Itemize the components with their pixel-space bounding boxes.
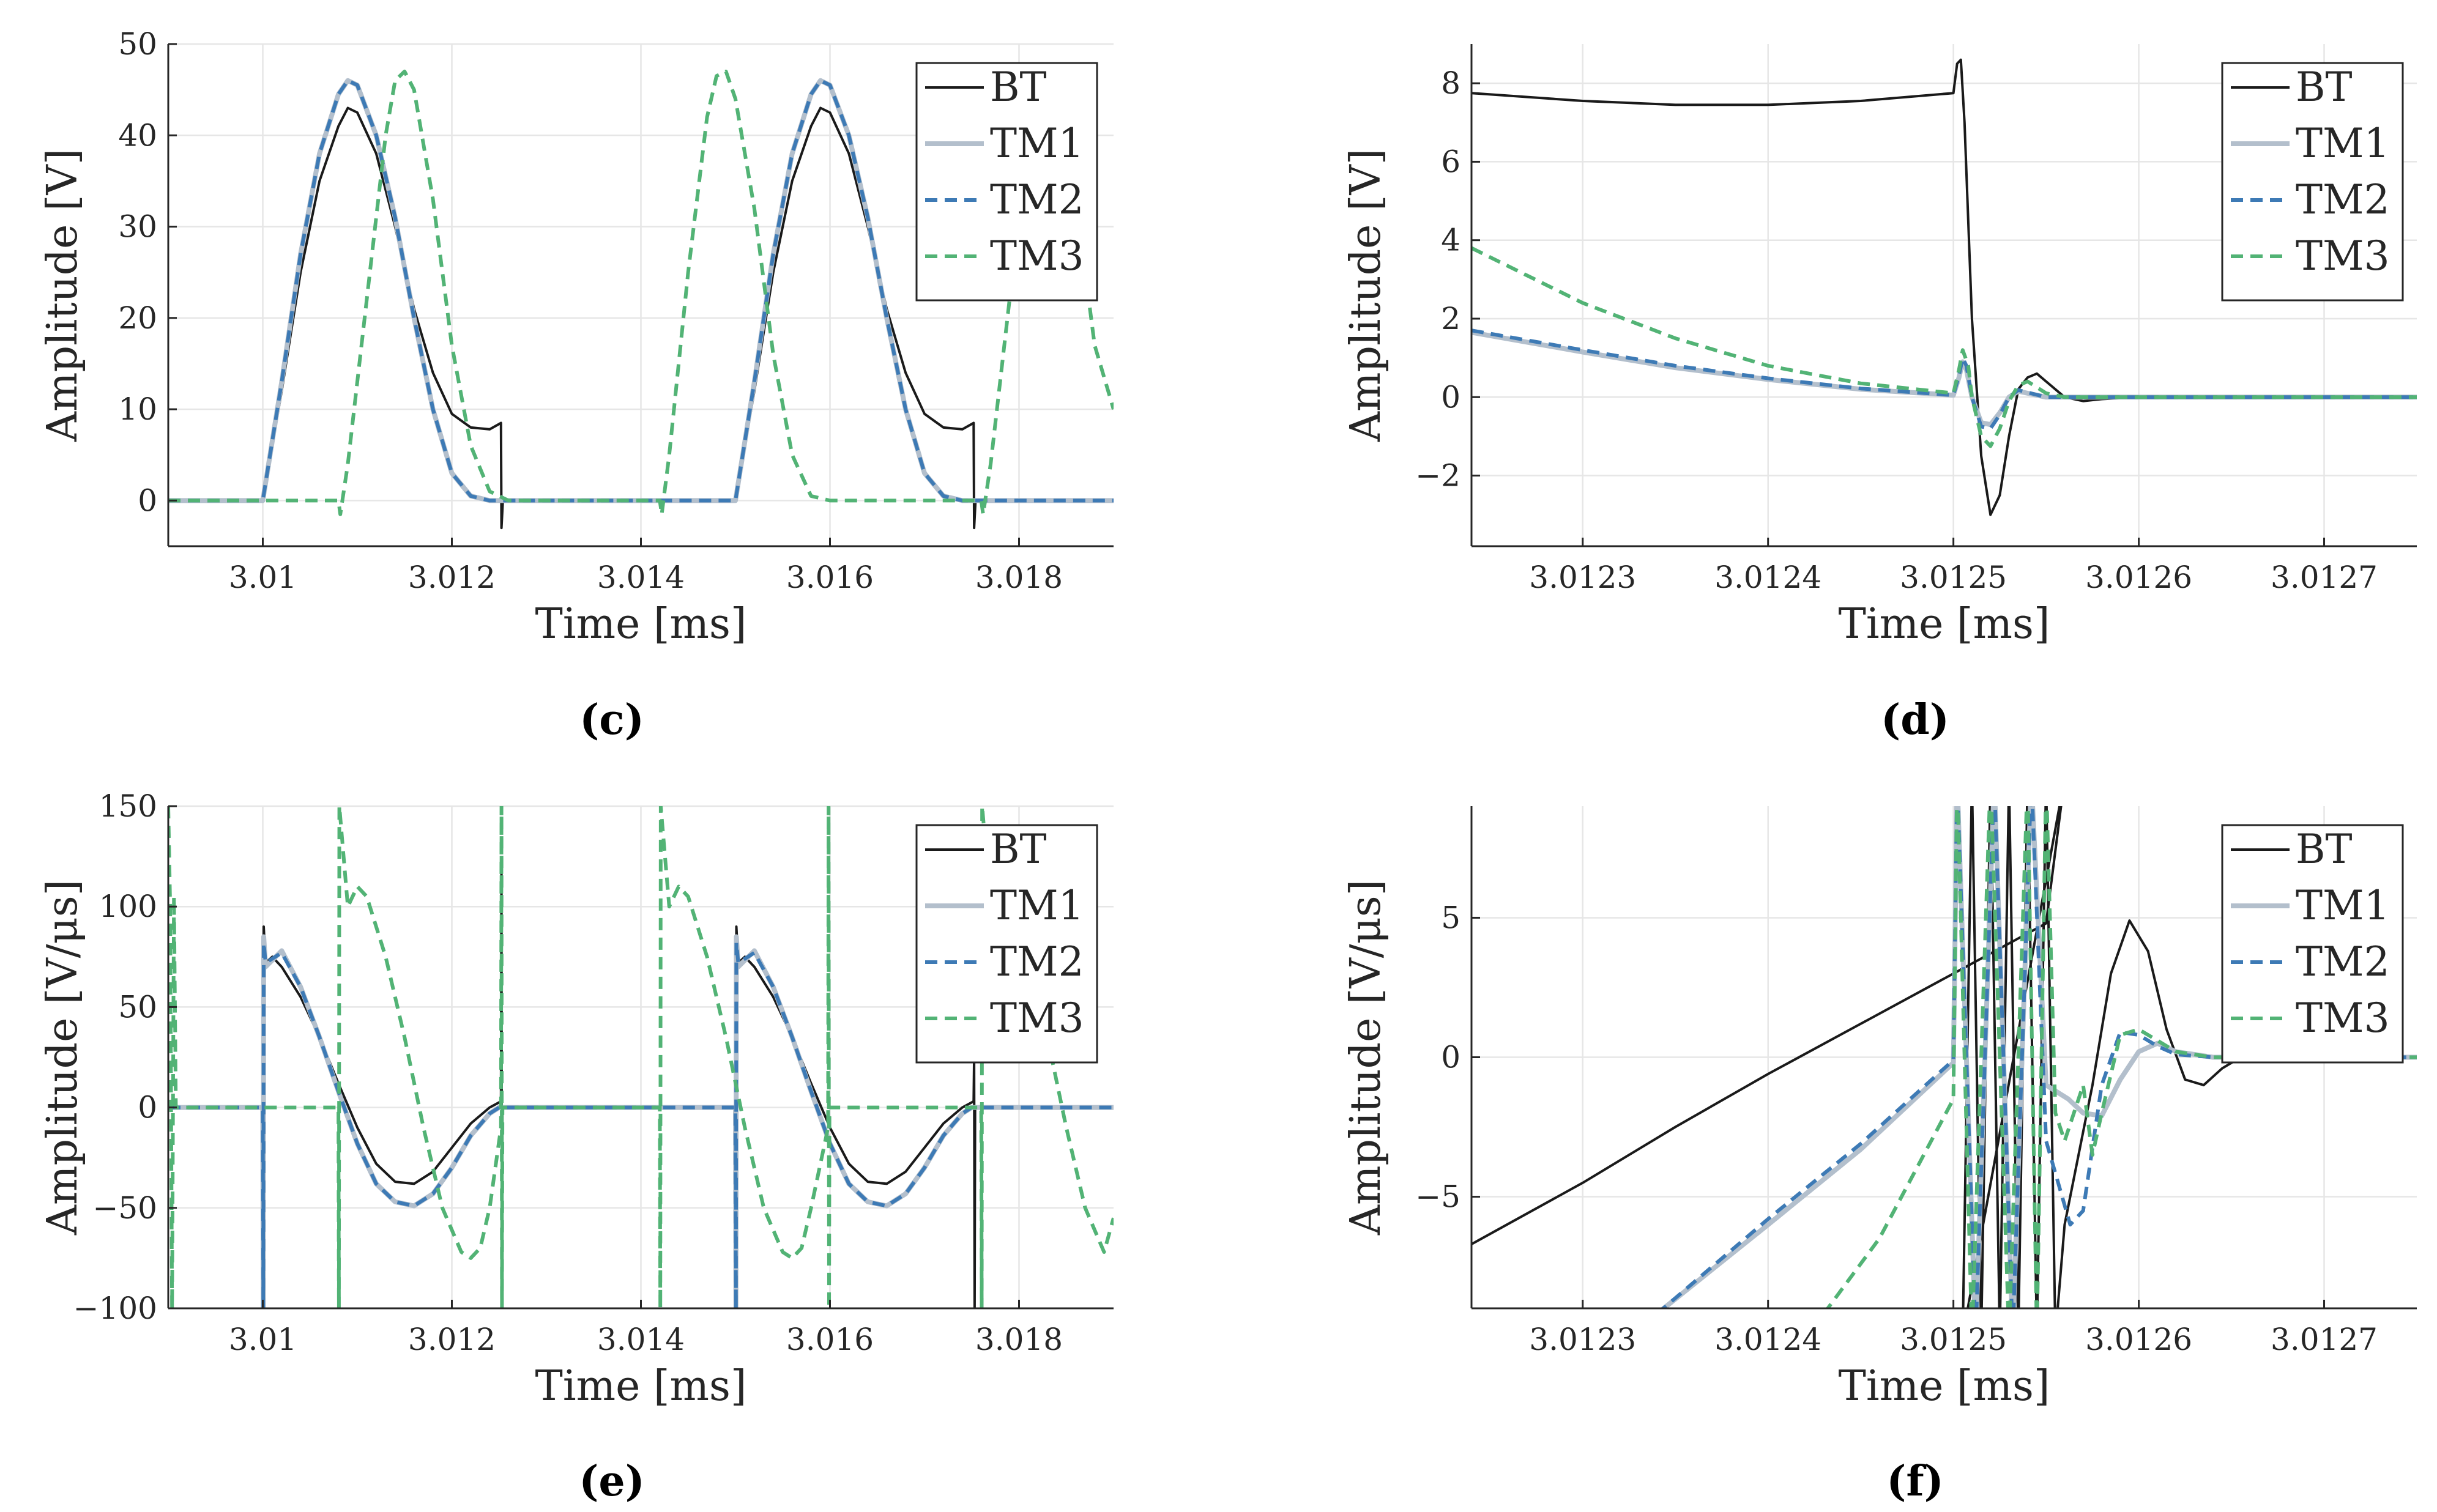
x-tick-label: 3.01: [229, 560, 297, 595]
panel-caption: (f): [1886, 1457, 1944, 1506]
series-line-tm2: [168, 941, 1114, 1308]
legend-box: [2221, 824, 2404, 1064]
x-tick-label: 3.014: [597, 1322, 685, 1357]
y-tick-label: −100: [73, 1291, 157, 1326]
y-tick-label: −5: [1415, 1179, 1460, 1215]
y-axis-title: Amplitude [V]: [39, 149, 87, 442]
x-tick-label: 3.014: [597, 560, 685, 595]
series-line-tm3: [1825, 806, 2417, 1308]
x-tick-label: 3.0127: [2271, 560, 2378, 595]
x-tick-label: 3.0124: [1714, 1322, 1821, 1357]
series-line-tm3: [168, 69, 1114, 516]
legend-label-bt: BT: [2296, 826, 2353, 873]
legend-label-bt: BT: [990, 64, 1047, 111]
legend-label-tm3: TM3: [990, 232, 1084, 280]
y-tick-label: −2: [1415, 458, 1460, 494]
legend-box: [915, 62, 1098, 302]
y-tick-label: 100: [99, 889, 157, 924]
legend: BT TM1 TM2 TM3: [915, 824, 1098, 1064]
legend-label-bt: BT: [2296, 64, 2353, 111]
y-tick-label: 150: [99, 788, 157, 824]
y-tick-label: 0: [138, 1090, 157, 1125]
x-axis-title: Time [ms]: [535, 1362, 747, 1410]
y-axis-title: Amplitude [V]: [1342, 149, 1390, 442]
x-tick-label: 3.0123: [1529, 1322, 1636, 1357]
series-group: [1472, 806, 2417, 1308]
legend: BT TM1 TM2 TM3: [915, 62, 1098, 302]
x-tick-label: 3.018: [975, 560, 1063, 595]
y-tick-label: 0: [1441, 379, 1460, 415]
x-axis-title: Time [ms]: [1839, 1362, 2050, 1410]
y-axis-title: Amplitude [V/μs]: [39, 880, 87, 1236]
y-tick-label: 8: [1441, 65, 1460, 101]
x-tick-label: 3.0124: [1714, 560, 1821, 595]
panel-d: 3.0123 3.0124 3.0125 3.0126 3.0127 −2 0 2 4 6 8 Tim…: [1342, 44, 2417, 744]
y-tick-label: 40: [118, 117, 157, 153]
legend: BT TM1 TM2 TM3: [2221, 824, 2404, 1064]
series-line-tm1: [1659, 806, 2417, 1308]
x-tick-label: 3.018: [975, 1322, 1063, 1357]
panel-e: 3.01 3.012 3.014 3.016 3.018 −100 −50 0 50 100 150…: [39, 788, 1114, 1506]
x-tick-label: 3.012: [408, 560, 496, 595]
panel-caption: (c): [579, 695, 644, 744]
x-tick-label: 3.016: [786, 560, 874, 595]
legend-label-bt: BT: [990, 826, 1047, 873]
x-tick-label: 3.0126: [2085, 560, 2192, 595]
y-tick-label: 4: [1441, 223, 1460, 258]
y-tick-label: 50: [118, 989, 157, 1025]
legend-label-tm1: TM1: [990, 120, 1084, 167]
series-group: [168, 806, 1114, 1308]
series-group: [168, 69, 1114, 530]
legend-label-tm1: TM1: [2296, 120, 2390, 167]
panel-caption: (e): [579, 1457, 645, 1506]
series-line-tm2: [1472, 328, 2417, 431]
y-tick-label: 0: [138, 483, 157, 518]
y-tick-label: 30: [118, 209, 157, 245]
y-tick-label: 6: [1441, 144, 1460, 179]
x-axis-title: Time [ms]: [1839, 600, 2050, 648]
panel-c: 3.01 3.012 3.014 3.016 3.018 0 10 20 30 40 50 Time …: [39, 26, 1114, 744]
legend-label-tm3: TM3: [990, 995, 1084, 1042]
legend-label-tm2: TM2: [990, 176, 1084, 223]
legend: BT TM1 TM2 TM3: [2221, 62, 2404, 302]
y-tick-label: 5: [1441, 900, 1460, 935]
x-tick-label: 3.0125: [1900, 1322, 2007, 1357]
y-tick-label: 2: [1441, 301, 1460, 336]
series-line-tm3: [1472, 246, 2417, 448]
legend-label-tm3: TM3: [2296, 232, 2390, 280]
legend-label-tm1: TM1: [2296, 882, 2390, 929]
series-group: [1472, 58, 2417, 516]
y-tick-label: 50: [118, 26, 157, 62]
panel-caption: (d): [1881, 695, 1949, 744]
x-tick-label: 3.0127: [2271, 1322, 2378, 1357]
legend-label-tm2: TM2: [2296, 176, 2390, 223]
x-tick-label: 3.0125: [1900, 560, 2007, 595]
x-tick-label: 3.016: [786, 1322, 874, 1357]
legend-label-tm1: TM1: [990, 882, 1084, 929]
legend-label-tm3: TM3: [2296, 995, 2390, 1042]
y-tick-label: 0: [1441, 1040, 1460, 1075]
series-line-tm1: [1472, 330, 2417, 428]
legend-box: [915, 824, 1098, 1064]
x-axis-title: Time [ms]: [535, 600, 747, 648]
y-axis-title: Amplitude [V/μs]: [1342, 880, 1390, 1236]
legend-box: [2221, 62, 2404, 302]
series-line-tm2: [168, 78, 1114, 503]
x-tick-label: 3.0126: [2085, 1322, 2192, 1357]
x-tick-label: 3.01: [229, 1322, 297, 1357]
y-tick-label: −50: [92, 1190, 157, 1226]
x-tick-label: 3.0123: [1529, 560, 1636, 595]
y-tick-label: 20: [118, 300, 157, 336]
x-tick-label: 3.012: [408, 1322, 496, 1357]
legend-label-tm2: TM2: [2296, 938, 2390, 985]
y-tick-label: 10: [118, 391, 157, 427]
legend-label-tm2: TM2: [990, 938, 1084, 985]
panel-f: 3.0123 3.0124 3.0125 3.0126 3.0127 −5 0 5 Time […: [1342, 806, 2417, 1506]
